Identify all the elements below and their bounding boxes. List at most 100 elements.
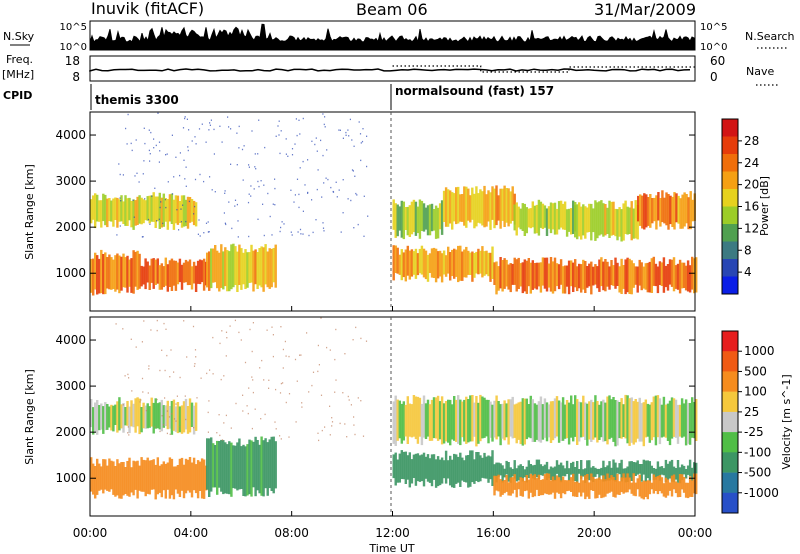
nsearch-tick-top: 10^5 (700, 22, 727, 33)
velocity-noise-dot (169, 433, 171, 435)
power-noise-dot (243, 145, 245, 147)
power-cell (509, 191, 512, 224)
velocity-cell (668, 461, 672, 479)
velocity-cell (650, 402, 654, 441)
power-noise-dot (347, 129, 349, 131)
power-cell (402, 252, 406, 278)
velocity-noise-dot (166, 410, 168, 412)
velocity-band (493, 473, 698, 500)
velocity-cell (527, 479, 531, 499)
power-cell (618, 266, 621, 293)
power-cell (648, 261, 652, 293)
power-cell (567, 208, 571, 232)
velocity-cell (444, 450, 448, 484)
power-cell (691, 199, 694, 222)
nsky-panel: N.Sky 10^5 10^0 10^5 10^0 N.Search (3, 20, 795, 53)
power-noise-dot (178, 229, 180, 231)
power-cell (598, 259, 601, 292)
velocity-cell (501, 403, 504, 439)
power-cell (497, 195, 500, 221)
power-cell (160, 263, 164, 290)
velocity-noise-dot (252, 391, 254, 394)
power-noise-dot (179, 152, 181, 154)
power-cell (499, 188, 502, 229)
power-cell (412, 199, 416, 233)
power-cell (632, 208, 635, 239)
power-noise-dot (315, 137, 317, 139)
nsearch-trace (89, 43, 694, 48)
power-cell (687, 197, 690, 230)
velocity-noise-dot (285, 401, 287, 404)
velocity-cell (100, 466, 103, 490)
velocity-cell (582, 480, 585, 493)
velocity-cell (517, 481, 520, 490)
velocity-cell (580, 460, 583, 479)
power-noise-dot (199, 235, 201, 237)
velocity-cell (602, 399, 605, 442)
velocity-cell (170, 401, 174, 435)
power-cell (681, 194, 684, 229)
x-axis-label: Time UT (368, 542, 414, 554)
velocity-cell (654, 395, 658, 446)
velocity-noise-dot (272, 355, 274, 358)
power-cell (426, 205, 430, 236)
power-cell (598, 201, 601, 236)
velocity-cell (272, 436, 275, 494)
power-cell (493, 188, 496, 229)
velocity-noise-dot (299, 354, 301, 356)
velocity-cell (559, 480, 563, 499)
velocity-noise-dot (196, 397, 198, 399)
power-cell (565, 209, 569, 237)
velocity-cell (616, 467, 619, 474)
velocity-band (392, 450, 494, 488)
velocity-noise-dot (212, 373, 214, 375)
power-noise-dot (159, 150, 161, 152)
power-cell (594, 200, 597, 241)
velocity-cell (112, 461, 115, 495)
power-noise-dot (354, 175, 356, 177)
velocity-noise-dot (331, 421, 334, 423)
velocity-colorbar-swatch (722, 391, 738, 413)
velocity-cell (410, 459, 414, 484)
power-cell (94, 252, 97, 290)
power-cell (214, 245, 217, 283)
velocity-cell (646, 460, 650, 479)
power-cell (471, 251, 474, 282)
power-cell (576, 204, 579, 240)
power-noise-dot (283, 223, 285, 225)
power-cell (168, 194, 172, 222)
power-cell (453, 248, 456, 279)
power-cell (444, 187, 448, 227)
power-noise-dot (363, 195, 365, 197)
velocity-cell (541, 466, 545, 476)
power-noise-dot (119, 197, 121, 199)
power-noise-dot (127, 113, 129, 116)
velocity-noise-dot (285, 355, 287, 357)
power-band (637, 190, 696, 230)
power-noise-dot (248, 193, 250, 195)
velocity-noise-dot (209, 369, 211, 371)
velocity-cell (118, 463, 121, 499)
power-noise-dot (135, 139, 137, 141)
velocity-cell (134, 461, 137, 490)
power-cell (539, 262, 543, 293)
velocity-cell (602, 460, 605, 482)
power-cell (160, 197, 164, 228)
power-noise-dot (267, 192, 269, 195)
velocity-noise-dot (320, 394, 323, 396)
power-cell (683, 192, 686, 227)
velocity-cell (406, 455, 410, 480)
velocity-cell (541, 404, 545, 440)
velocity-noise-dot (184, 395, 186, 397)
power-cell (461, 251, 464, 281)
velocity-cell (489, 401, 492, 438)
power-cell (511, 186, 514, 221)
power-noise-dot (180, 208, 182, 210)
power-cell (549, 257, 553, 292)
velocity-cell (576, 399, 579, 445)
velocity-cell (549, 401, 553, 443)
power-noise-dot (153, 147, 155, 149)
velocity-noise-dot (192, 325, 195, 328)
power-noise-dot (353, 145, 355, 147)
power-cell (96, 255, 99, 295)
